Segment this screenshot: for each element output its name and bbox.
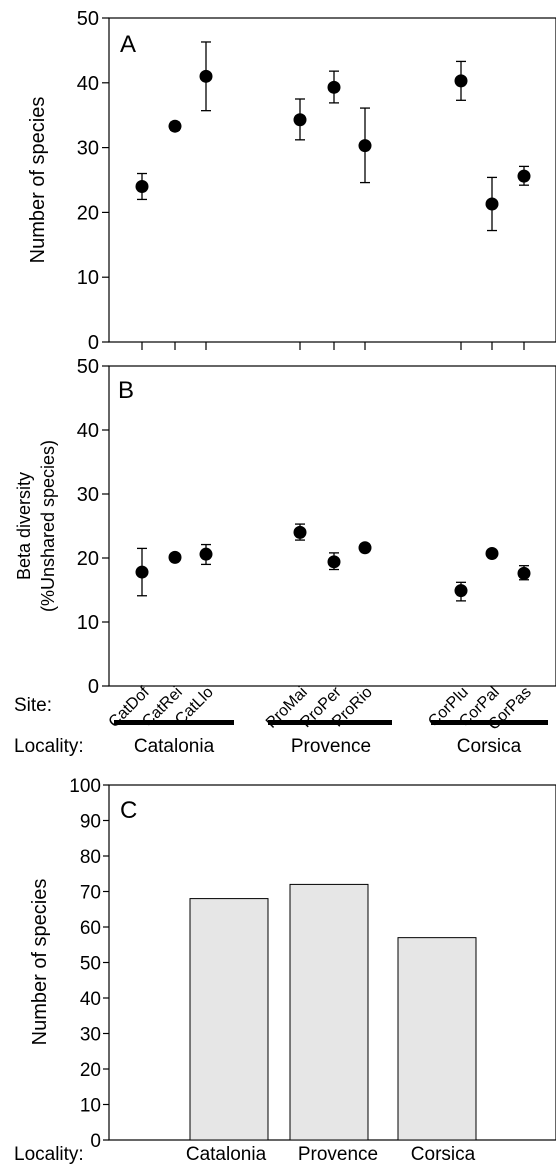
panel-c-y-tick-label: 50 xyxy=(80,954,101,975)
panel-a-point-prorio xyxy=(358,139,372,153)
panel-c-y-tick-label: 20 xyxy=(80,1060,101,1081)
panel-a-point-catllo xyxy=(199,69,213,83)
panel-a-y-tick-label: 10 xyxy=(77,267,99,289)
panel-c-y-tick-label: 30 xyxy=(80,1025,101,1046)
panel-c-bar-provence xyxy=(289,883,369,1141)
panel-c-category-label-corsica: Corsica xyxy=(411,1144,476,1164)
panel-c-y-tick-label: 100 xyxy=(69,776,101,797)
panel-a: A Number of species 0 10 20 30 40 50 xyxy=(27,8,556,354)
panel-c-category-label-catalonia: Catalonia xyxy=(186,1144,267,1164)
panel-b-point-proper xyxy=(327,555,341,569)
locality-corsica: Corsica xyxy=(457,736,522,757)
panel-a-y-tick-label: 40 xyxy=(77,73,99,95)
panel-b-y-axis-label-line2: (%Unshared species) xyxy=(38,440,58,612)
locality-provence: Provence xyxy=(291,736,371,757)
panel-b: B Beta diversity (%Unshared species) 0 10… xyxy=(14,356,556,698)
panel-a-y-tick-label: 50 xyxy=(77,8,99,30)
panel-a-frame xyxy=(108,17,556,343)
panel-b-y-tick-label: 50 xyxy=(77,356,99,378)
panel-c-y-tick-label: 60 xyxy=(80,918,101,939)
panel-a-point-promai xyxy=(293,113,307,127)
panel-b-y-axis-label-line1: Beta diversity xyxy=(14,472,34,580)
panel-c-y-tick-label: 40 xyxy=(80,989,101,1010)
panel-b-y-tick-label: 20 xyxy=(77,548,99,570)
panel-b-y-tick-label: 40 xyxy=(77,420,99,442)
panel-b-point-catdof xyxy=(135,565,149,579)
panel-c-label: C xyxy=(120,797,137,824)
site-row-label: Site: xyxy=(14,695,52,716)
panel-b-point-corpal xyxy=(485,547,499,561)
panel-a-y-tick-label: 30 xyxy=(77,138,99,160)
panel-a-y-axis-label: Number of species xyxy=(27,97,49,264)
panel-c: C Number of species 0 10 20 30 40 50 60 70 80 90 1… xyxy=(14,776,556,1164)
panel-b-y-tick-label: 0 xyxy=(88,676,99,698)
panel-a-point-corpas xyxy=(517,169,531,183)
panel-c-y-axis-label: Number of species xyxy=(29,879,51,1046)
panel-a-point-catdof xyxy=(135,179,149,193)
panel-c-y-tick-label: 70 xyxy=(80,883,101,904)
panel-b-point-prorio xyxy=(358,541,372,555)
panel-a-point-corpal xyxy=(485,197,499,211)
panel-c-locality-label: Locality: xyxy=(14,1144,84,1164)
panel-a-label: A xyxy=(120,31,136,58)
panel-a-y-tick-label: 0 xyxy=(88,332,99,354)
panel-c-y-tick-label: 0 xyxy=(90,1131,101,1152)
panel-b-point-catrei xyxy=(168,550,182,564)
locality-catalonia: Catalonia xyxy=(134,736,215,757)
panel-b-y-tick-label: 30 xyxy=(77,484,99,506)
panel-b-y-tick-label: 10 xyxy=(77,612,99,634)
panel-c-bar-corsica xyxy=(397,937,477,1141)
panel-c-bar-catalonia xyxy=(189,898,269,1141)
panel-b-point-promai xyxy=(293,525,307,539)
panel-a-point-corplu xyxy=(454,74,468,88)
panel-b-point-corplu xyxy=(454,584,468,598)
panel-b-point-catllo xyxy=(199,547,213,561)
panel-c-y-tick-label: 80 xyxy=(80,847,101,868)
locality-row-label: Locality: xyxy=(14,736,84,757)
panel-c-y-tick-label: 90 xyxy=(80,812,101,833)
panel-b-label: B xyxy=(118,377,134,404)
panel-c-y-tick-label: 10 xyxy=(80,1096,101,1117)
panel-a-point-catrei xyxy=(168,119,182,133)
locality-bar-provence xyxy=(268,720,392,725)
locality-bar-catalonia xyxy=(114,720,234,725)
panel-b-frame xyxy=(108,365,556,687)
panel-a-point-proper xyxy=(327,80,341,94)
panel-a-y-tick-label: 20 xyxy=(77,202,99,224)
panel-c-category-label-provence: Provence xyxy=(298,1144,378,1164)
locality-bar-corsica xyxy=(431,720,548,725)
panel-b-point-corpas xyxy=(517,566,531,580)
